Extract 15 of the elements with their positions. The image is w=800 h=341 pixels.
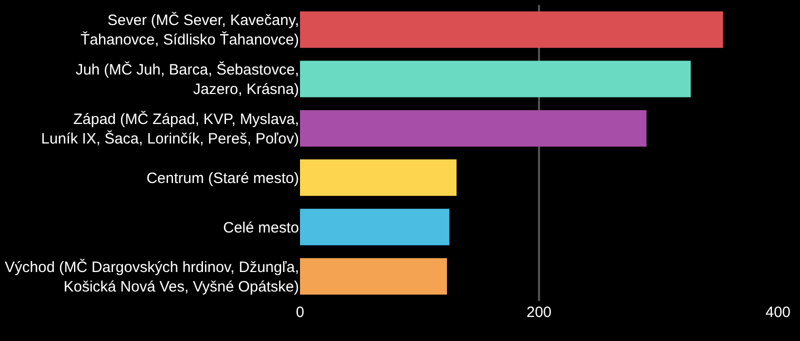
bar	[300, 110, 647, 147]
y-tick-label: Západ (MČ Západ, KVP, Myslava, Luník IX, Šaca, Lorinčík, Pereš, Poľov)	[41, 110, 300, 148]
y-tick-label: Východ (MČ Dargovských hrdinov, Džungľa, Košická Nová Ves, Vyšné Opátske)	[4, 258, 299, 296]
bar	[300, 159, 457, 196]
y-tick-label: Celé mesto	[223, 219, 299, 236]
x-tick-label: 200	[526, 304, 552, 321]
y-tick-label: Centrum (Staré mesto)	[146, 170, 299, 187]
y-tick-label: Juh (MČ Juh, Barca, Šebastovce, Jazero, Krásna)	[76, 60, 299, 98]
y-tick-label: Sever (MČ Sever, Kavečany, Ťahanovce, Sídlisko Ťahanovce)	[80, 11, 300, 49]
bar	[300, 60, 691, 98]
x-tick-label: 400	[765, 304, 791, 321]
x-tick-label: 0	[296, 304, 304, 321]
bar	[300, 258, 447, 295]
bar	[300, 208, 450, 246]
bar	[300, 11, 724, 48]
